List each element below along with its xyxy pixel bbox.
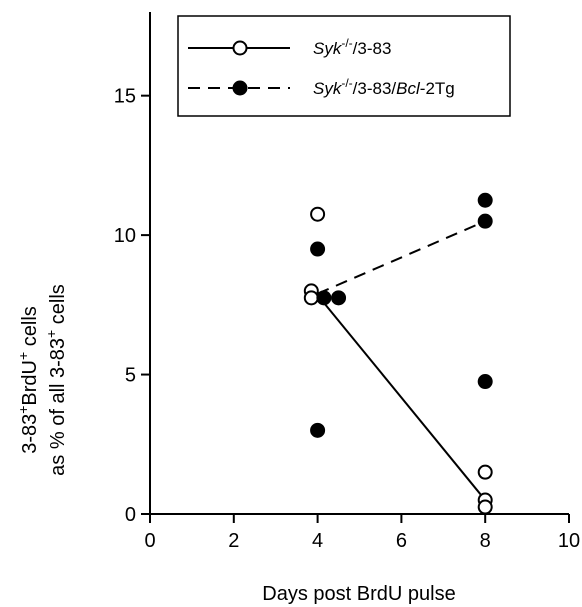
x-tick-label: 2 <box>228 530 239 552</box>
y-axis-title-line-1: 3-83+BrdU+ cells <box>15 306 41 454</box>
legend-box <box>177 15 511 117</box>
series-2-point <box>477 213 493 229</box>
x-tick-label: 10 <box>558 530 580 552</box>
y-tick-label: 10 <box>114 225 136 247</box>
series-1-point <box>477 499 493 515</box>
series-2-point <box>310 241 326 257</box>
series-2-point <box>331 290 347 306</box>
series-1-point <box>303 290 319 306</box>
series-1-point <box>310 206 326 222</box>
y-tick-label: 0 <box>125 504 136 526</box>
y-title-sup-a: + <box>15 406 31 414</box>
x-tick-label: 6 <box>396 530 407 552</box>
y-axis-title-line-2: as % of all 3-83+ cells <box>43 284 69 476</box>
series-1-point <box>477 464 493 480</box>
series-2-point <box>477 374 493 390</box>
y-title-part-b: BrdU <box>19 360 41 406</box>
y-title-part-e: cells <box>47 284 69 330</box>
legend-label-series-2: Syk-/-/3-83/Bcl-2Tg <box>313 76 455 98</box>
series-2-mean-line <box>317 220 486 295</box>
y-title-sup-c: + <box>43 330 59 338</box>
y-title-part-d: as % of all 3-83 <box>47 338 69 476</box>
x-tick-label: 4 <box>312 530 323 552</box>
y-title-sup-b: + <box>15 352 31 360</box>
y-title-part-c: cells <box>19 306 41 352</box>
y-tick-label: 15 <box>114 86 136 108</box>
x-tick-label: 0 <box>144 530 155 552</box>
legend-marker-series-1 <box>232 40 248 56</box>
series-points <box>303 192 493 515</box>
y-ticks: 0 5 10 15 <box>114 86 150 526</box>
legend: Syk-/-/3-83 Syk-/-/3-83/Bcl-2Tg <box>177 15 511 117</box>
x-tick-label: 8 <box>480 530 491 552</box>
x-axis-title: Days post BrdU pulse <box>262 583 455 605</box>
series-2-point <box>316 290 332 306</box>
y-title-part-a: 3-83 <box>19 414 41 454</box>
series-2-point <box>477 192 493 208</box>
series-1-mean-line <box>316 294 486 501</box>
y-tick-label: 5 <box>125 365 136 387</box>
legend-marker-series-2 <box>232 80 248 96</box>
series-2-point <box>310 422 326 438</box>
y-axis-title-group: 3-83+BrdU+ cells as % of all 3-83+ cells <box>15 284 69 476</box>
series-lines <box>316 220 486 501</box>
legend-label-series-1: Syk-/-/3-83 <box>313 36 391 58</box>
x-ticks: 0 2 4 6 8 10 <box>144 514 580 552</box>
